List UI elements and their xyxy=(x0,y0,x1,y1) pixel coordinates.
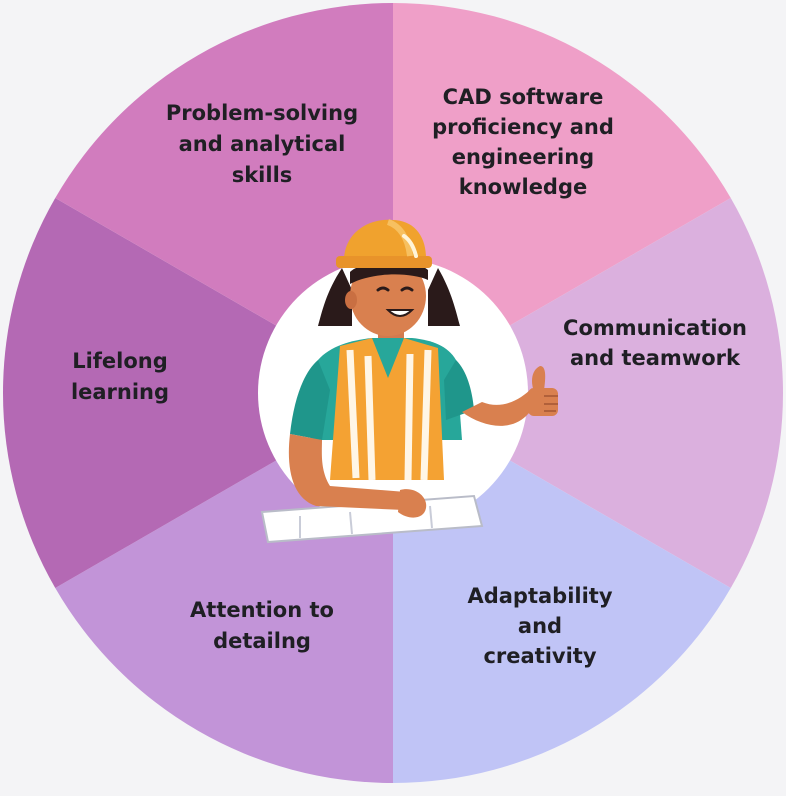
hard-hat xyxy=(344,219,426,258)
label-adaptability-line: Adaptability xyxy=(467,584,612,608)
label-attention-line: Attention to xyxy=(190,598,334,622)
labels-group: CAD software proficiency and engineering kn… xyxy=(71,85,747,668)
thumb xyxy=(532,366,546,392)
label-problem: Problem-solving and analytical skills xyxy=(166,101,358,187)
label-lifelong-line: learning xyxy=(71,380,169,404)
vest-stripe-left xyxy=(346,349,360,479)
fist-knuckles xyxy=(544,395,558,412)
raised-arm xyxy=(462,388,542,426)
label-cad: CAD software proficiency and engineering kn… xyxy=(432,85,614,199)
hard-hat-stripe xyxy=(402,234,418,258)
vest-stripe-left-2 xyxy=(364,355,376,481)
safety-vest xyxy=(330,338,444,480)
vest-stripe-right-2 xyxy=(420,349,432,481)
label-cad-line: CAD software xyxy=(443,85,604,109)
label-problem-line: and analytical xyxy=(179,132,346,156)
label-adaptability-line: and xyxy=(518,614,562,638)
label-problem-line: Problem-solving xyxy=(166,101,358,125)
vest-stripe-right xyxy=(404,353,414,481)
blueprint-lines xyxy=(299,505,433,538)
label-communication: Communication and teamwork xyxy=(563,316,747,370)
segment-communication xyxy=(393,198,783,588)
engineer-illustration xyxy=(260,219,558,544)
label-problem-line: skills xyxy=(232,163,293,187)
label-communication-line: Communication xyxy=(563,316,747,340)
forearm-left xyxy=(288,434,406,510)
label-lifelong-line: Lifelong xyxy=(72,349,168,373)
label-cad-line: proficiency and xyxy=(432,115,614,139)
smile xyxy=(385,309,415,317)
segment-lifelong xyxy=(3,198,393,588)
eye-left xyxy=(376,286,390,292)
ear xyxy=(345,291,357,309)
sleeve-right xyxy=(444,360,474,420)
label-attention-line: detailng xyxy=(213,629,311,653)
hard-hat-ridge xyxy=(386,219,413,257)
label-communication-line: and teamwork xyxy=(570,346,741,370)
label-adaptability-line: creativity xyxy=(483,644,596,668)
label-attention: Attention to detailng xyxy=(190,598,334,653)
eye-right xyxy=(400,286,414,292)
label-cad-line: engineering xyxy=(452,145,594,169)
label-adaptability: Adaptability and creativity xyxy=(467,584,612,668)
label-cad-line: knowledge xyxy=(459,175,588,199)
sleeve-left xyxy=(290,360,330,440)
hard-hat-brim xyxy=(336,256,432,268)
hand-left xyxy=(398,489,427,518)
label-lifelong: Lifelong learning xyxy=(71,349,169,404)
